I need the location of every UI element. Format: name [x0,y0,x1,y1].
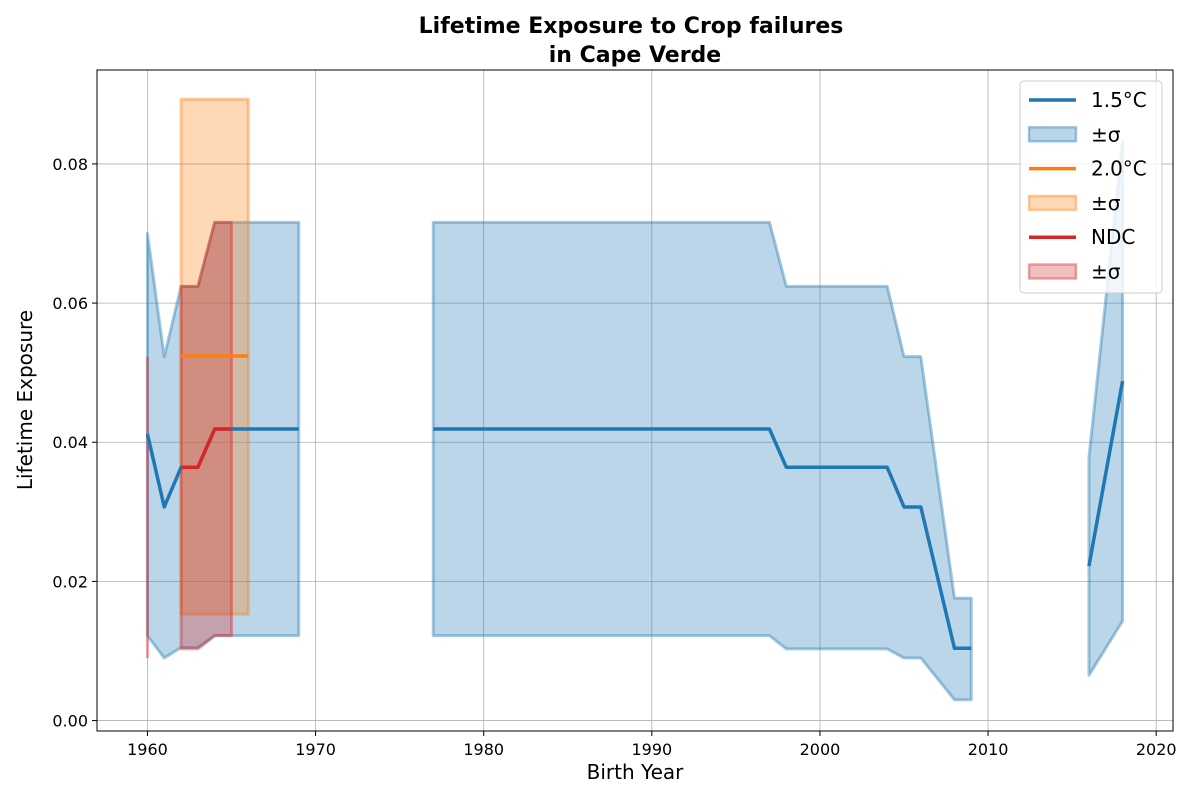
legend-label-ndc: NDC [1091,225,1135,249]
x-tick-label: 2010 [968,740,1009,759]
y-tick-label: 0.08 [52,155,88,174]
line-ndc [181,427,232,470]
ticks: 1960 1970 1980 1990 2000 2010 2020 0.00 0.02 0.04… [52,155,1176,759]
y-tick-label: 0.04 [52,433,88,452]
lines [145,354,1125,650]
x-tick-label: 1990 [631,740,672,759]
y-tick-label: 0.02 [52,572,88,591]
legend: 1.5°C ±σ 2.0°C ±σ NDC ±σ [1019,80,1163,294]
x-tick-label: 2000 [800,740,841,759]
legend-label-15c: 1.5°C [1091,88,1147,112]
band-ndc [179,220,233,651]
y-tick-label: 0.06 [52,294,88,313]
x-tick-label: 1960 [127,740,168,759]
x-tick-label: 2020 [1136,740,1177,759]
legend-label-20c: 2.0°C [1091,157,1147,181]
band-15c [145,220,301,660]
x-tick-label: 1980 [463,740,504,759]
y-tick-label: 0.00 [52,712,88,731]
bands [145,97,1125,702]
chart-title: Lifetime Exposure to Crop failures [419,14,844,39]
grid [97,70,1173,731]
legend-band-label-20c: ±σ [1091,191,1121,215]
line-15c [433,427,972,650]
plot-frame [96,69,1174,732]
legend-band-label-ndc: ±σ [1091,260,1121,284]
line-15c [1087,380,1125,567]
x-axis-label: Birth Year [587,760,684,784]
legend-box [1019,80,1163,294]
chart-subtitle: in Cape Verde [549,43,721,68]
y-axis-label: Lifetime Exposure [13,310,37,490]
legend-patch-20c [1027,194,1078,212]
legend-patch-15c [1027,126,1078,143]
legend-patch-ndc [1027,263,1078,280]
x-tick-label: 1970 [295,740,336,759]
band-15c [431,220,973,702]
legend-band-label-15c: ±σ [1091,122,1121,146]
